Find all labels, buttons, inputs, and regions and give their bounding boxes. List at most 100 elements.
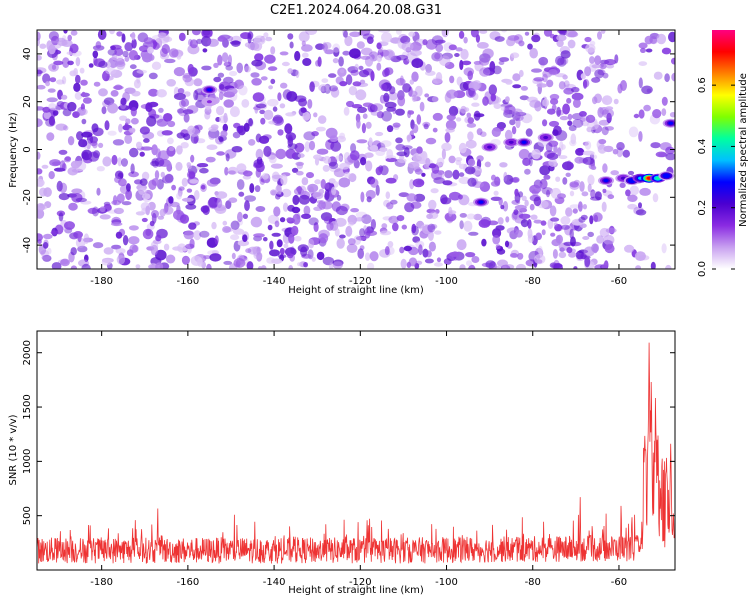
heatmap-cell (395, 144, 405, 151)
heatmap-cell (213, 63, 219, 68)
heatmap-cell (512, 109, 523, 116)
heatmap-cell (561, 225, 570, 230)
heatmap-cell (362, 123, 366, 133)
heatmap-cell (255, 185, 261, 192)
x-tick-label: -140 (263, 577, 286, 588)
heatmap-cell (563, 242, 573, 246)
heatmap-cell (454, 53, 460, 57)
heatmap-cell (418, 244, 423, 255)
heatmap-cell (613, 149, 619, 155)
heatmap-cell (553, 263, 563, 272)
heatmap-cell (47, 97, 58, 102)
heatmap-cell (575, 148, 584, 156)
heatmap-cell (556, 107, 561, 117)
heatmap-cell (584, 256, 590, 267)
heatmap-cell (639, 188, 651, 196)
heatmap-cell (176, 145, 183, 154)
heatmap-cell (39, 44, 46, 49)
heatmap-cell (583, 157, 595, 165)
heatmap-cell (620, 183, 626, 188)
heatmap-cell (561, 50, 571, 58)
heatmap-cell (359, 70, 369, 77)
colorbar-label: Normalized spectral amplitude (738, 73, 749, 227)
heatmap-cell (614, 99, 619, 105)
spectrogram-panel: -180 -160 -140 -120 -100 -80 -60 -40 -20 0 20 40 H… (8, 26, 679, 296)
heatmap-cell (594, 69, 604, 78)
heatmap-cell (295, 70, 299, 78)
heatmap-cell (404, 202, 414, 212)
heatmap-cell (432, 77, 442, 84)
heatmap-cell (259, 136, 269, 144)
heatmap-cell (424, 124, 429, 130)
heatmap-cell (35, 179, 45, 187)
heatmap-cell (550, 205, 557, 216)
heatmap-cell (151, 241, 159, 251)
heatmap-cell (76, 198, 87, 202)
heatmap-cell (179, 33, 186, 41)
heatmap-cell (93, 51, 99, 59)
heatmap-cell (459, 143, 467, 154)
heatmap-cell (396, 55, 408, 61)
heatmap-cell (640, 48, 646, 53)
heatmap-cell (555, 177, 560, 182)
heatmap-cell (329, 162, 338, 169)
heatmap-cell (527, 97, 538, 103)
heatmap-cell (329, 178, 336, 183)
heatmap-cell (248, 31, 254, 39)
heatmap-cell (499, 162, 507, 167)
heatmap-cell (38, 239, 42, 244)
heatmap-cell (45, 81, 50, 86)
heatmap-cell (140, 126, 150, 134)
heatmap-cell (278, 254, 287, 258)
heatmap-cell (350, 208, 359, 212)
heatmap-cell (130, 163, 134, 174)
heatmap-cell (48, 103, 56, 110)
heatmap-cell (411, 224, 416, 234)
heatmap-cell (466, 88, 476, 98)
heatmap-cell (552, 129, 558, 136)
heatmap-cell (273, 106, 278, 111)
heatmap-cell (303, 131, 315, 140)
heatmap-cell (468, 159, 475, 167)
heatmap-cell (122, 51, 128, 57)
heatmap-cell (343, 31, 348, 38)
y-tick-label: -40 (22, 237, 33, 253)
x-tick-label: -100 (435, 276, 458, 287)
heatmap-cell (190, 39, 198, 48)
heatmap-cell (445, 92, 452, 103)
heatmap-cell (269, 241, 273, 250)
heatmap-cell (116, 248, 126, 254)
x-tick-label: -100 (435, 577, 458, 588)
heatmap-cell (182, 257, 190, 263)
heatmap-cell (242, 234, 247, 242)
heatmap-cell (417, 114, 422, 124)
heatmap-cell (93, 242, 103, 248)
heatmap-cell (287, 68, 293, 74)
heatmap-cell (301, 107, 307, 113)
y-tick-label: 2000 (22, 340, 33, 365)
heatmap-cell (385, 246, 390, 255)
heatmap-cell (215, 191, 227, 199)
heatmap-cell (410, 79, 415, 84)
heatmap-cell (624, 245, 634, 253)
heatmap-cell (479, 219, 491, 228)
heatmap-cell (573, 208, 578, 213)
heatmap-cell (479, 58, 489, 66)
heatmap-cell (181, 99, 189, 107)
heatmap-cell (383, 93, 389, 103)
heatmap-cell (82, 119, 87, 125)
heatmap-cell (455, 157, 462, 161)
heatmap-cell (526, 128, 533, 137)
figure: C2E1.2024.064.20.08.G31 -180 -160 -140 -120… (0, 0, 750, 600)
heatmap-cell (554, 222, 558, 226)
heatmap-cell (524, 200, 528, 207)
heatmap-cell (42, 255, 51, 260)
heatmap-cell (332, 43, 340, 52)
heatmap-cell (466, 140, 477, 149)
heatmap-cell (268, 225, 273, 231)
heatmap-cell (253, 92, 265, 102)
heatmap-cell (263, 32, 268, 37)
heatmap-cell (442, 180, 452, 185)
heatmap-cell (265, 37, 272, 42)
heatmap-cell (381, 84, 388, 91)
